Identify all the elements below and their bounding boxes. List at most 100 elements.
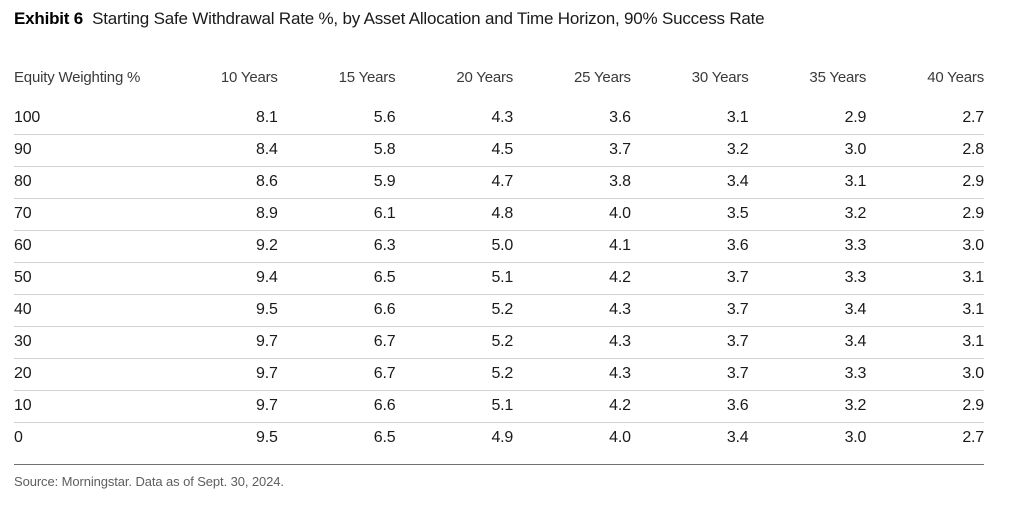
- column-header-equity-weighting: Equity Weighting %: [14, 69, 141, 86]
- source-note: Source: Morningstar. Data as of Sept. 30…: [14, 464, 984, 489]
- cell-withdrawal-rate: 6.7: [277, 358, 396, 391]
- cell-withdrawal-rate: 5.9: [277, 166, 396, 199]
- column-header: 25 Years: [574, 69, 631, 86]
- table-row: 80 8.6 5.9 4.7 3.8 3.4 3.1 2.9: [14, 166, 984, 199]
- cell-withdrawal-rate: 9.7: [160, 358, 278, 391]
- cell-withdrawal-rate: 9.4: [160, 262, 278, 295]
- cell-withdrawal-rate: 3.1: [866, 294, 984, 327]
- cell-withdrawal-rate: 9.5: [160, 294, 278, 327]
- cell-withdrawal-rate: 3.4: [748, 294, 866, 327]
- table-row: 20 9.7 6.7 5.2 4.3 3.7 3.3 3.0: [14, 358, 984, 391]
- row-label-equity-weighting: 40: [14, 294, 160, 327]
- cell-withdrawal-rate: 4.8: [395, 198, 513, 231]
- cell-withdrawal-rate: 6.1: [277, 198, 396, 231]
- cell-withdrawal-rate: 4.2: [513, 390, 631, 423]
- cell-withdrawal-rate: 2.8: [866, 134, 984, 167]
- column-header: 30 Years: [691, 69, 749, 86]
- table-row: 90 8.4 5.8 4.5 3.7 3.2 3.0 2.8: [14, 134, 984, 167]
- cell-withdrawal-rate: 4.0: [513, 198, 631, 231]
- cell-withdrawal-rate: 3.2: [748, 390, 866, 423]
- row-label-equity-weighting: 30: [14, 326, 160, 359]
- withdrawal-rate-table: Equity Weighting % 10 Years 15 Years 20 Yea…: [14, 69, 984, 454]
- cell-withdrawal-rate: 3.6: [630, 230, 749, 263]
- cell-withdrawal-rate: 3.2: [630, 134, 749, 167]
- cell-withdrawal-rate: 3.0: [844, 429, 867, 447]
- cell-withdrawal-rate: 5.1: [395, 262, 513, 295]
- cell-withdrawal-rate: 3.0: [866, 358, 984, 391]
- cell-withdrawal-rate: 2.9: [866, 198, 984, 231]
- cell-withdrawal-rate: 3.6: [513, 102, 631, 135]
- cell-withdrawal-rate: 4.1: [513, 230, 631, 263]
- cell-withdrawal-rate: 3.3: [748, 262, 866, 295]
- table-row: 40 9.5 6.6 5.2 4.3 3.7 3.4 3.1: [14, 294, 984, 327]
- cell-withdrawal-rate: 6.5: [277, 262, 396, 295]
- row-label-equity-weighting: 100: [14, 102, 160, 135]
- cell-withdrawal-rate: 2.7: [962, 429, 984, 447]
- cell-withdrawal-rate: 6.3: [277, 230, 396, 263]
- cell-withdrawal-rate: 4.5: [395, 134, 513, 167]
- row-label-equity-weighting: 70: [14, 198, 160, 231]
- cell-withdrawal-rate: 5.0: [395, 230, 513, 263]
- cell-withdrawal-rate: 8.6: [160, 166, 278, 199]
- exhibit-title: Exhibit 6 Starting Safe Withdrawal Rate %…: [14, 9, 984, 29]
- cell-withdrawal-rate: 9.7: [160, 326, 278, 359]
- table-row: 70 8.9 6.1 4.8 4.0 3.5 3.2 2.9: [14, 198, 984, 231]
- cell-withdrawal-rate: 3.5: [630, 198, 749, 231]
- cell-withdrawal-rate: 3.7: [630, 358, 749, 391]
- row-label-equity-weighting: 50: [14, 262, 160, 295]
- cell-withdrawal-rate: 5.2: [395, 326, 513, 359]
- cell-withdrawal-rate: 6.6: [277, 294, 396, 327]
- cell-withdrawal-rate: 6.7: [277, 326, 396, 359]
- cell-withdrawal-rate: 4.9: [491, 429, 514, 447]
- cell-withdrawal-rate: 3.4: [726, 429, 749, 447]
- row-label-equity-weighting: 0: [14, 429, 23, 447]
- cell-withdrawal-rate: 3.7: [630, 294, 749, 327]
- table-row: 30 9.7 6.7 5.2 4.3 3.7 3.4 3.1: [14, 326, 984, 359]
- cell-withdrawal-rate: 4.7: [395, 166, 513, 199]
- exhibit-label: Exhibit 6: [14, 9, 84, 28]
- cell-withdrawal-rate: 3.0: [866, 230, 984, 263]
- cell-withdrawal-rate: 3.8: [513, 166, 631, 199]
- cell-withdrawal-rate: 9.7: [160, 390, 278, 423]
- cell-withdrawal-rate: 5.2: [395, 358, 513, 391]
- cell-withdrawal-rate: 4.3: [513, 358, 631, 391]
- column-header: 15 Years: [338, 69, 396, 86]
- cell-withdrawal-rate: 8.4: [160, 134, 278, 167]
- cell-withdrawal-rate: 2.9: [866, 390, 984, 423]
- cell-withdrawal-rate: 8.9: [160, 198, 278, 231]
- cell-withdrawal-rate: 2.9: [748, 102, 866, 135]
- table-row: 60 9.2 6.3 5.0 4.1 3.6 3.3 3.0: [14, 230, 984, 263]
- cell-withdrawal-rate: 3.6: [630, 390, 749, 423]
- cell-withdrawal-rate: 4.2: [513, 262, 631, 295]
- cell-withdrawal-rate: 5.8: [277, 134, 396, 167]
- cell-withdrawal-rate: 3.0: [748, 134, 866, 167]
- cell-withdrawal-rate: 3.1: [630, 102, 749, 135]
- table-header: Equity Weighting % 10 Years 15 Years 20 Yea…: [14, 69, 984, 102]
- cell-withdrawal-rate: 4.3: [513, 326, 631, 359]
- cell-withdrawal-rate: 3.4: [748, 326, 866, 359]
- cell-withdrawal-rate: 3.7: [513, 134, 631, 167]
- table-row: 10 9.7 6.6 5.1 4.2 3.6 3.2 2.9: [14, 390, 984, 423]
- table-row: 50 9.4 6.5 5.1 4.2 3.7 3.3 3.1: [14, 262, 984, 295]
- cell-withdrawal-rate: 5.2: [395, 294, 513, 327]
- column-header: 35 Years: [809, 69, 867, 86]
- column-header: 40 Years: [927, 69, 984, 86]
- cell-withdrawal-rate: 6.6: [277, 390, 396, 423]
- column-header: 10 Years: [220, 69, 278, 86]
- cell-withdrawal-rate: 3.7: [630, 262, 749, 295]
- column-header: 20 Years: [456, 69, 514, 86]
- exhibit-title-text: Starting Safe Withdrawal Rate %, by Asse…: [92, 9, 765, 28]
- cell-withdrawal-rate: 2.7: [866, 102, 984, 135]
- row-label-equity-weighting: 80: [14, 166, 160, 199]
- row-label-equity-weighting: 60: [14, 230, 160, 263]
- cell-withdrawal-rate: 5.6: [277, 102, 396, 135]
- cell-withdrawal-rate: 4.0: [609, 429, 631, 447]
- cell-withdrawal-rate: 3.3: [748, 358, 866, 391]
- cell-withdrawal-rate: 9.5: [256, 429, 278, 447]
- table-row: 100 8.1 5.6 4.3 3.6 3.1 2.9 2.7: [14, 102, 984, 135]
- cell-withdrawal-rate: 3.1: [866, 326, 984, 359]
- cell-withdrawal-rate: 3.1: [866, 262, 984, 295]
- table-body: 100 8.1 5.6 4.3 3.6 3.1 2.9 2.7 90 8.4 5.8 4.5 3.7 3.…: [14, 102, 984, 454]
- cell-withdrawal-rate: 4.3: [395, 102, 513, 135]
